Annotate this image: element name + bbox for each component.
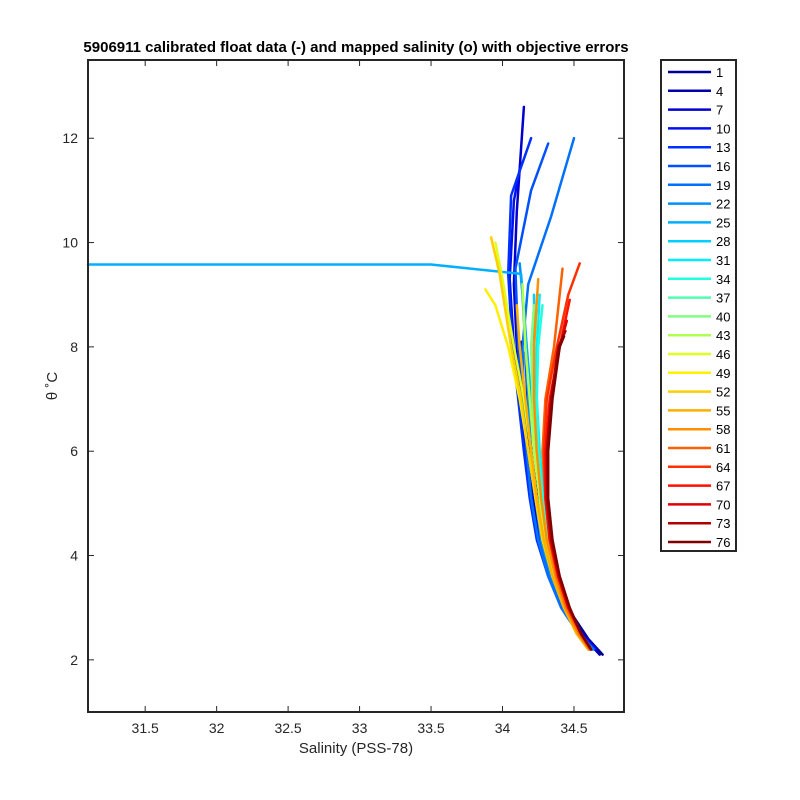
series-line-58 <box>532 277 591 651</box>
legend-label-13: 13 <box>716 140 730 155</box>
y-tick-label: 10 <box>62 235 78 251</box>
chart-title: 5906911 calibrated float data (-) and ma… <box>83 39 628 56</box>
y-tick-label: 12 <box>62 130 78 146</box>
legend-box <box>660 59 737 552</box>
y-axis-label: θ ˚C <box>44 372 61 401</box>
legend-label-70: 70 <box>716 497 730 512</box>
legend-label-64: 64 <box>716 460 730 475</box>
y-tick-label: 8 <box>70 339 78 355</box>
legend-label-52: 52 <box>716 385 730 400</box>
series-line-55 <box>515 303 590 651</box>
y-tick-label: 6 <box>70 443 78 459</box>
y-tick-label: 4 <box>70 548 78 564</box>
legend-label-34: 34 <box>716 272 730 287</box>
x-tick-label: 34 <box>495 720 511 736</box>
legend-label-58: 58 <box>716 422 730 437</box>
x-tick-label: 33.5 <box>417 720 444 736</box>
plot-frame <box>87 59 625 713</box>
legend-label-73: 73 <box>716 516 730 531</box>
legend-label-16: 16 <box>716 159 730 174</box>
legend-label-22: 22 <box>716 197 730 212</box>
legend-label-10: 10 <box>716 121 730 136</box>
y-axis: 2 4 6 8 10 12 <box>62 130 624 668</box>
legend-label-46: 46 <box>716 347 730 362</box>
legend-label-43: 43 <box>716 328 730 343</box>
legend-label-76: 76 <box>716 535 730 550</box>
series-line-19 <box>521 136 594 651</box>
legend: 1 4 7 10 13 16 19 22 25 28 31 34 37 40 43 46 49 52 55 58 61 6… <box>660 59 737 552</box>
legend-label-28: 28 <box>716 234 730 249</box>
legend-label-1: 1 <box>716 65 723 80</box>
legend-label-37: 37 <box>716 291 730 306</box>
x-axis-label: Salinity (PSS-78) <box>299 740 413 757</box>
legend-label-40: 40 <box>716 309 730 324</box>
legend-label-49: 49 <box>716 366 730 381</box>
legend-label-67: 67 <box>716 479 730 494</box>
x-tick-label: 34.5 <box>560 720 587 736</box>
x-tick-label: 31.5 <box>132 720 159 736</box>
legend-label-31: 31 <box>716 253 730 268</box>
legend-label-61: 61 <box>716 441 730 456</box>
legend-label-19: 19 <box>716 178 730 193</box>
x-tick-label: 33 <box>352 720 368 736</box>
series-line-76 <box>546 335 593 651</box>
legend-label-4: 4 <box>716 84 723 99</box>
legend-label-7: 7 <box>716 103 723 118</box>
legend-label-55: 55 <box>716 403 730 418</box>
x-tick-label: 32.5 <box>274 720 301 736</box>
x-tick-label: 32 <box>209 720 225 736</box>
x-axis: 31.5 32 32.5 33 33.5 34 34.5 <box>132 60 588 736</box>
y-tick-label: 2 <box>70 652 78 668</box>
series-layer <box>86 105 604 656</box>
legend-label-25: 25 <box>716 215 730 230</box>
